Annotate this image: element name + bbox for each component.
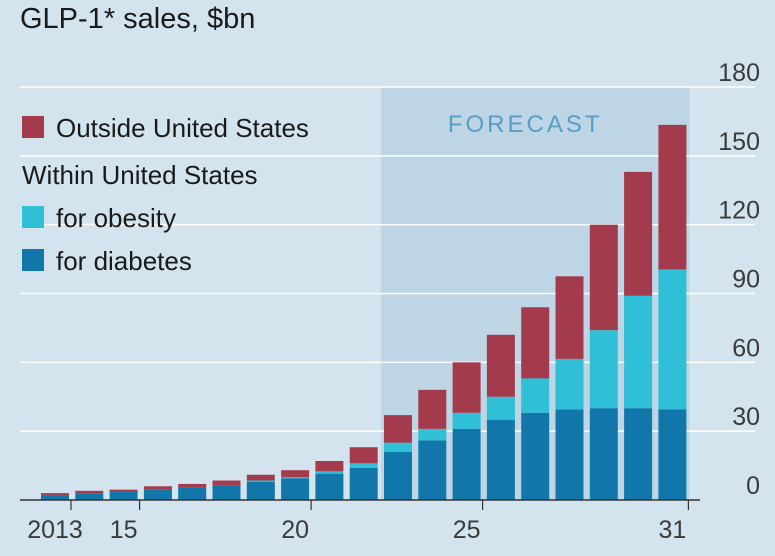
bar-for-diabetes-2024 xyxy=(418,440,447,500)
y-tick-label-180: 180 xyxy=(718,59,760,87)
bar-for-obesity-2030 xyxy=(624,295,653,409)
bar-for-obesity-2022 xyxy=(349,463,378,468)
bar-outside-united-states-2021 xyxy=(315,460,344,472)
y-tick-label-90: 90 xyxy=(732,266,760,294)
bar-outside-united-states-2018 xyxy=(212,480,241,486)
y-tick-label-30: 30 xyxy=(732,403,760,431)
x-tick-label-2013: 2013 xyxy=(27,516,83,544)
bar-outside-united-states-2015 xyxy=(109,489,138,492)
bar-outside-united-states-2030 xyxy=(624,171,653,296)
bar-for-diabetes-2029 xyxy=(589,408,618,500)
bar-outside-united-states-2026 xyxy=(486,334,515,397)
bar-outside-united-states-2028 xyxy=(555,276,584,359)
legend-label-obesity: for obesity xyxy=(56,203,176,233)
bar-outside-united-states-2022 xyxy=(349,447,378,464)
bar-for-obesity-2027 xyxy=(521,378,550,413)
x-tick-label-2015: 15 xyxy=(110,516,138,544)
bar-outside-united-states-2024 xyxy=(418,389,447,429)
bar-for-diabetes-2014 xyxy=(75,493,104,500)
bar-outside-united-states-2023 xyxy=(384,415,412,443)
bar-for-obesity-2020 xyxy=(281,477,310,479)
bar-for-obesity-2019 xyxy=(246,480,275,482)
bar-for-obesity-2025 xyxy=(452,412,481,429)
bar-outside-united-states-2014 xyxy=(75,490,104,494)
bars xyxy=(41,124,687,500)
bar-outside-united-states-2029 xyxy=(589,224,618,331)
forecast-label: FORECAST xyxy=(448,111,603,138)
bar-outside-united-states-2027 xyxy=(521,307,550,379)
gridlines xyxy=(20,86,755,432)
bar-for-diabetes-2025 xyxy=(452,428,481,500)
bar-for-diabetes-2030 xyxy=(624,408,653,500)
legend-heading-within-us: Within United States xyxy=(22,160,258,190)
bar-for-diabetes-2017 xyxy=(178,487,207,500)
legend-swatch-obesity xyxy=(22,206,44,228)
bar-for-obesity-2026 xyxy=(486,396,515,420)
bar-for-obesity-2029 xyxy=(589,330,618,409)
x-tick-label-2031: 31 xyxy=(658,516,686,544)
bar-for-diabetes-2018 xyxy=(212,485,241,500)
y-tick-label-150: 150 xyxy=(718,128,760,156)
legend-label-diabetes: for diabetes xyxy=(56,246,192,276)
bar-for-diabetes-2021 xyxy=(315,473,344,500)
legend: Outside United States Within United Stat… xyxy=(22,113,309,276)
x-tick-label-2020: 20 xyxy=(281,516,309,544)
bar-for-diabetes-2027 xyxy=(521,412,550,500)
bar-outside-united-states-2025 xyxy=(452,362,481,413)
bar-for-obesity-2023 xyxy=(384,442,412,452)
bar-outside-united-states-2016 xyxy=(143,486,172,490)
bar-for-obesity-2024 xyxy=(418,428,447,441)
bar-for-diabetes-2026 xyxy=(486,419,515,500)
legend-label-outside-us: Outside United States xyxy=(56,113,309,143)
bar-outside-united-states-2019 xyxy=(246,474,275,481)
bar-for-obesity-2021 xyxy=(315,471,344,474)
bar-for-diabetes-2016 xyxy=(143,489,172,500)
bar-for-diabetes-2020 xyxy=(281,478,310,500)
y-tick-label-60: 60 xyxy=(732,334,760,362)
bar-outside-united-states-2031 xyxy=(658,124,687,270)
y-axis-ticks: 0 30 60 90 120 150 180 xyxy=(718,59,760,500)
bar-for-diabetes-2019 xyxy=(246,481,275,500)
legend-swatch-outside-us xyxy=(22,116,44,138)
bar-for-diabetes-2013 xyxy=(41,495,69,500)
bar-for-diabetes-2028 xyxy=(555,409,584,500)
bar-for-obesity-2028 xyxy=(555,358,584,410)
bar-for-diabetes-2015 xyxy=(109,491,138,500)
y-tick-label-120: 120 xyxy=(718,197,760,225)
bar-for-diabetes-2022 xyxy=(349,467,378,500)
chart-title: GLP-1* sales, $bn xyxy=(20,3,255,35)
bar-for-obesity-2031 xyxy=(658,269,687,410)
y-tick-label-0: 0 xyxy=(746,472,760,500)
bar-outside-united-states-2020 xyxy=(281,470,310,478)
bar-outside-united-states-2013 xyxy=(41,493,69,496)
x-tick-label-2025: 25 xyxy=(453,516,481,544)
bar-for-diabetes-2023 xyxy=(384,451,412,500)
bar-for-diabetes-2031 xyxy=(658,409,687,500)
x-axis-ticks: 2013 15 20 25 31 xyxy=(27,500,690,544)
legend-swatch-diabetes xyxy=(22,249,44,271)
bar-outside-united-states-2017 xyxy=(178,483,207,488)
